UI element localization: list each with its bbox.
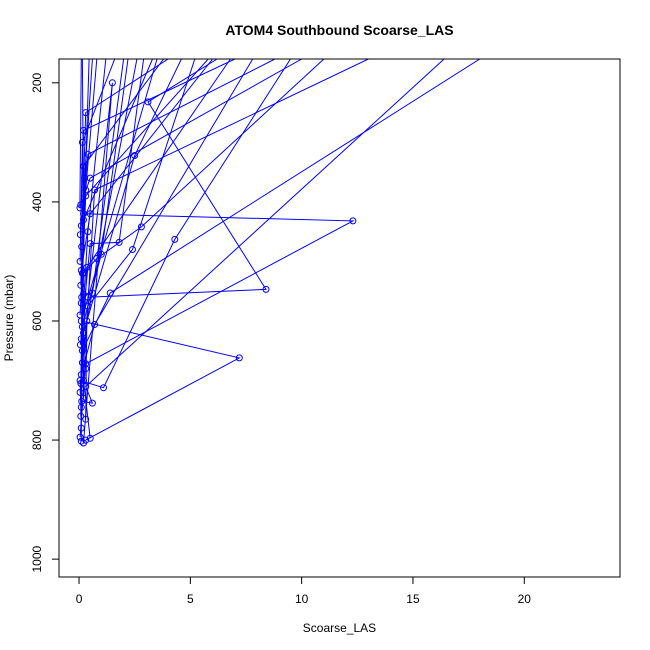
data-point [91, 321, 99, 328]
data-point [86, 434, 94, 442]
data-point [262, 285, 270, 293]
series-line [79, 59, 196, 393]
data-point [82, 365, 90, 373]
data-point [80, 216, 87, 224]
data-point [77, 281, 85, 289]
y-tick-label: 1000 [30, 545, 44, 572]
y-tick-label: 200 [30, 72, 44, 92]
data-point [76, 204, 84, 212]
series-line [81, 59, 231, 363]
data-point [77, 380, 85, 387]
x-axis-title: Scoarse_LAS [303, 621, 376, 635]
y-axis: 200 400 600 800 1000 [30, 72, 60, 572]
series-line [81, 59, 129, 328]
data-point [100, 384, 107, 392]
data-point [84, 150, 92, 158]
series-line [80, 59, 213, 271]
series-line [82, 59, 369, 439]
data-point [88, 399, 96, 407]
data-point [115, 238, 123, 246]
data-point [82, 415, 90, 423]
data-point [80, 439, 87, 447]
data-point [77, 437, 85, 445]
x-tick-label: 20 [518, 592, 532, 606]
data-point [83, 263, 91, 271]
series-line [81, 59, 445, 404]
data-point [86, 174, 94, 182]
x-tick-label: 5 [187, 592, 194, 606]
series-line [80, 59, 254, 375]
data-point [97, 250, 105, 258]
series-line [80, 59, 241, 441]
y-tick-label: 400 [30, 192, 44, 212]
data-point [137, 223, 145, 231]
y-tick-label: 600 [30, 311, 44, 331]
x-tick-label: 0 [76, 592, 83, 606]
data-point [129, 246, 136, 253]
x-tick-label: 15 [406, 592, 420, 606]
data-point [80, 394, 87, 402]
y-axis-title: Pressure (mbar) [2, 275, 16, 362]
data-point [76, 433, 84, 441]
data-point [349, 217, 357, 225]
series-line [80, 59, 107, 339]
data-point [78, 243, 86, 251]
chart-title: ATOM4 Southbound Scoarse_LAS [225, 22, 453, 38]
series-line [80, 59, 276, 226]
data-point [77, 201, 85, 209]
data-point [235, 354, 243, 362]
series-line [79, 59, 291, 429]
data-point [78, 138, 86, 146]
x-tick-label: 10 [295, 592, 309, 606]
series-line [80, 59, 153, 384]
series-line [80, 59, 302, 206]
series-layer [76, 59, 481, 447]
series-line [79, 59, 236, 235]
series-line [82, 59, 182, 369]
data-point [77, 412, 85, 420]
data-point [108, 79, 116, 87]
data-point [82, 192, 90, 200]
data-point [82, 109, 90, 117]
series-line [79, 59, 82, 208]
y-tick-label: 800 [30, 430, 44, 450]
data-point [171, 235, 179, 243]
x-axis: 0 5 10 15 20 [76, 576, 532, 606]
data-point [78, 359, 86, 367]
